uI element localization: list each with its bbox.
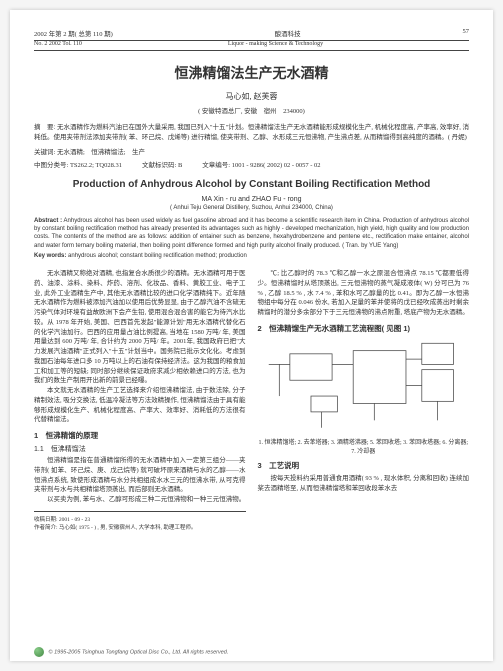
title-english: Production of Anhydrous Alcohol by Const… <box>34 179 469 190</box>
abstract-cn-text: 无水酒精作为燃料汽油已在国外大量采用, 我国已列入"十五"计划。恒沸精馏法生产无… <box>34 124 469 141</box>
header-pagenum: 57 <box>463 28 470 38</box>
two-column-body: 无水酒精又称绝对酒精, 也指复合水质很少的酒精。无水酒精可用于医药、油漆、涂料、… <box>34 269 469 531</box>
col1-p1: 无水酒精又称绝对酒精, 也指复合水质很少的酒精。无水酒精可用于医药、油漆、涂料、… <box>34 269 246 386</box>
abstract-en-label: Abstract : <box>34 218 62 224</box>
classification-row: 中图分类号: TS262.2; TQ028.31 文献标识码: B 文章编号: … <box>34 159 469 169</box>
header-journal-cn: 酿酒科技 <box>113 28 463 38</box>
col2-p2: 按每天投料约采用普通食用酒精( 93 % , 现水体积, 分离和回收) 连续加桨… <box>258 474 470 494</box>
copyright-icon <box>34 647 44 657</box>
page: 2002 年第 2 期( 总第 110 期) 酿酒科技 57 No. 2 200… <box>10 10 493 661</box>
col2-p1: ℃; 比乙醇时的 78.3 ℃和乙醇一水之原混合恒沸点 78.15 ℃都要低得少… <box>258 269 470 318</box>
diagram-svg <box>258 338 470 433</box>
figure-caption: 1. 恒沸精馏塔; 2. 去苯塔器; 3. 酒精塔沸器; 5. 苯回收塔; 3.… <box>258 437 470 455</box>
affiliation-english: ( Anhui Teju General Distillery, Suzhou,… <box>34 205 469 211</box>
doc-label: 文献标识码: <box>142 162 176 169</box>
footer-note: 收稿日期: 2001 - 09 - 23 作者简介: 马心如( 1975 - )… <box>34 511 246 531</box>
col1-p4: 以买卖为例, 苯与水、乙醇可形成三种二元恒沸物和一种三元恒沸物。 <box>34 495 246 505</box>
column-left: 无水酒精又称绝对酒精, 也指复合水质很少的酒精。无水酒精可用于医药、油漆、涂料、… <box>34 269 246 531</box>
keywords-chinese: 关键词: 无水酒精; 恒沸精馏法; 生产 <box>34 146 469 156</box>
section2-title: 2 恒沸精馏生产无水酒精工艺流程图( 见图 1) <box>258 323 470 334</box>
copyright-text: © 1995-2005 Tsinghua Tongfang Optical Di… <box>49 649 229 655</box>
col1-p2: 本文就无水酒精的生产工艺选择来介绍恒沸精馏法, 由于数法除, 分子精制效法, 吸… <box>34 386 246 425</box>
received-date: 收稿日期: 2001 - 09 - 23 <box>34 515 246 523</box>
keywords-en-label: Key words: <box>34 253 66 259</box>
affiliation-chinese: ( 安徽特酒总厂, 安徽 宿州 234000) <box>34 105 469 115</box>
keywords-en-text: anhydrous alcohol; constant boiling rect… <box>68 253 247 259</box>
keywords-cn-text: 无水酒精; 恒沸精馏法; 生产 <box>57 149 145 156</box>
keywords-cn-label: 关键词: <box>34 149 55 156</box>
process-diagram <box>258 338 470 433</box>
copyright-line: © 1995-2005 Tsinghua Tongfang Optical Di… <box>34 647 228 657</box>
artno-value: 1001 - 9286( 2002) 02 - 0057 - 02 <box>232 162 321 169</box>
header-row-1: 2002 年第 2 期( 总第 110 期) 酿酒科技 57 <box>34 28 469 41</box>
abstract-english: Abstract : Anhydrous alcohol has been us… <box>34 217 469 251</box>
section1-title: 1 恒沸精馏的原理 <box>34 430 246 441</box>
artno-label: 文章编号: <box>202 162 230 169</box>
clc-value: TS262.2; TQ028.31 <box>70 162 122 169</box>
author-bio: 作者简介: 马心如( 1975 - ) , 男, 安徽宿州人, 大学本科, 助理… <box>34 523 246 531</box>
column-right: ℃; 比乙醇时的 78.3 ℃和乙醇一水之原混合恒沸点 78.15 ℃都要低得少… <box>258 269 470 531</box>
header-issue-en: No. 2 2002 Tol. 110 <box>34 41 82 47</box>
col1-p3: 恒沸精馏是指在普通精馏所得的无水酒精中加入一定第三组分——夹带剂( 如苯、环己烷… <box>34 456 246 495</box>
abstract-chinese: 摘 要: 无水酒精作为燃料汽油已在国外大量采用, 我国已列入"十五"计划。恒沸精… <box>34 123 469 143</box>
abstract-en-text: Anhydrous alcohol has been used widely a… <box>34 218 469 249</box>
header-issue-cn: 2002 年第 2 期( 总第 110 期) <box>34 28 113 38</box>
authors-chinese: 马心如, 赵芙蓉 <box>34 91 469 102</box>
header-journal-en: Liquor - making Science & Technology <box>228 41 323 47</box>
authors-english: MA Xin - ru and ZHAO Fu - rong <box>34 196 469 203</box>
title-chinese: 恒沸精馏法生产无水酒精 <box>34 63 469 83</box>
clc-label: 中图分类号: <box>34 162 68 169</box>
doc-value: B <box>178 162 182 169</box>
keywords-english: Key words: anhydrous alcohol; constant b… <box>34 253 469 259</box>
section1-sub: 1.1 恒沸精馏法 <box>34 444 246 454</box>
abstract-cn-label: 摘 要: <box>34 124 55 131</box>
header-row-2: No. 2 2002 Tol. 110 Liquor - making Scie… <box>34 41 469 51</box>
section3-title: 3 工艺说明 <box>258 460 470 471</box>
